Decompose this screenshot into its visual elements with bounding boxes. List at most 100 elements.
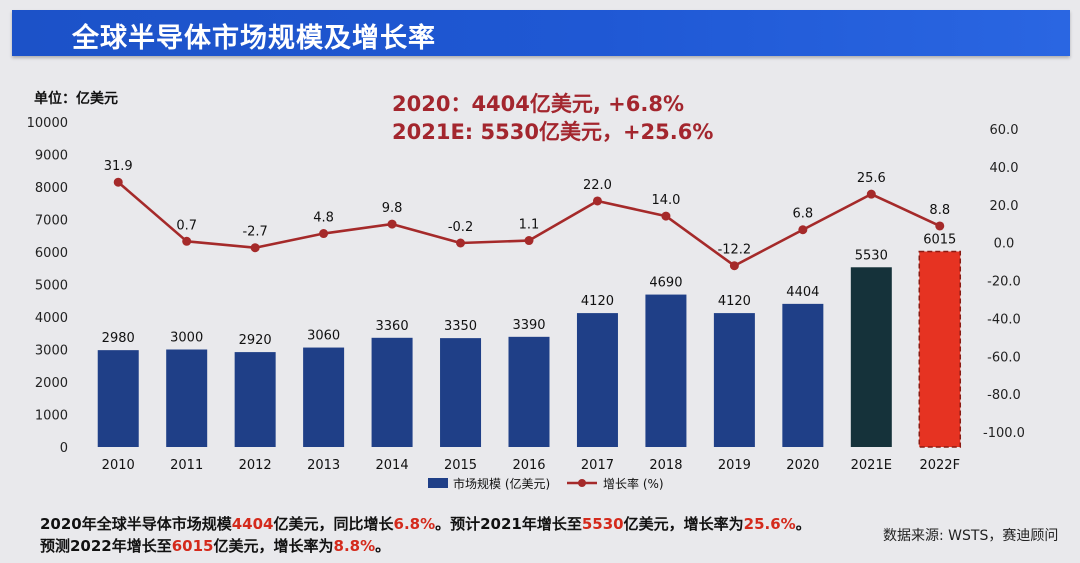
right-axis-tick: -20.0 (987, 275, 1021, 290)
left-axis-tick: 7000 (35, 214, 68, 229)
x-axis-label: 2022F (919, 458, 960, 473)
footer-text: 亿美元，增长率为 (623, 515, 744, 533)
growth-value-label: 31.9 (104, 159, 133, 174)
left-axis-tick: 5000 (35, 279, 68, 294)
bar-value-label: 4120 (581, 294, 614, 309)
bar-value-label: 5530 (855, 248, 888, 263)
bar-value-labels: 2980 3000 2920 3060 3360 3350 3390 4120 4690 4120… (102, 233, 957, 349)
footer-value: 25.6% (743, 515, 796, 533)
x-axis-label: 2021E (851, 458, 892, 473)
right-axis-tick: -100.0 (983, 426, 1025, 441)
right-axis-ticks: 60.0 40.0 20.0 0.0 -20.0 -40.0 -60.0 -80.0 -100.… (983, 123, 1025, 441)
growth-value-label: 25.6 (857, 171, 886, 186)
left-axis-tick: 1000 (35, 409, 68, 424)
right-axis-tick: -40.0 (987, 312, 1021, 327)
bar-value-label: 6015 (923, 233, 956, 248)
growth-point-2013 (319, 229, 329, 239)
growth-value-label: 0.7 (176, 218, 197, 233)
bar-2017 (576, 313, 618, 447)
highlight-line-2020: 2020：4404亿美元, +6.8% (392, 92, 685, 116)
growth-value-label: 14.0 (651, 193, 680, 208)
bar-value-label: 3390 (512, 318, 545, 333)
left-axis-tick: 2000 (35, 376, 68, 391)
growth-point-2020 (798, 225, 808, 235)
bar-value-label: 3000 (170, 331, 203, 346)
footer-value: 5530 (581, 515, 624, 533)
left-axis-tick: 8000 (35, 181, 68, 196)
footer-value: 6.8% (393, 515, 436, 533)
left-axis-tick: 0 (60, 441, 68, 456)
x-axis-labels: 2010 2011 2012 2013 2014 2015 2016 2017 2018 2019… (102, 458, 960, 473)
footer-text: 2020年全球半导体市场规模 (40, 515, 232, 533)
footer-summary: 2020年全球半导体市场规模4404亿美元，同比增长6.8%。预计2021年增长… (40, 513, 811, 557)
bar-2012 (234, 352, 276, 447)
growth-point-2022F (935, 221, 945, 231)
growth-point-2014 (387, 219, 397, 229)
growth-point-2021E (866, 189, 876, 199)
footer-line-1: 2020年全球半导体市场规模4404亿美元，同比增长6.8%。预计2021年增长… (40, 513, 811, 535)
bar-value-label: 2920 (239, 333, 272, 348)
growth-point-2011 (182, 236, 192, 246)
bar-value-label: 4404 (786, 285, 819, 300)
bar-2022F (918, 250, 962, 448)
footer-text: 。 (795, 515, 811, 533)
x-axis-label: 2010 (102, 458, 135, 473)
footer-text: 预测2022年增长至 (40, 537, 172, 555)
bar-2013 (303, 347, 345, 447)
growth-value-label: 22.0 (583, 178, 612, 193)
legend: 市场规模 (亿美元) 增长率 (%) (428, 476, 664, 491)
bar-2018 (645, 294, 687, 447)
growth-value-label: -0.2 (448, 220, 473, 235)
footer-text: 亿美元，同比增长 (273, 515, 394, 533)
growth-point-2017 (592, 196, 602, 206)
left-axis-tick: 4000 (35, 311, 68, 326)
x-axis-label: 2012 (239, 458, 272, 473)
left-axis-tick: 6000 (35, 246, 68, 261)
bar-series (97, 250, 962, 448)
x-axis-label: 2014 (376, 458, 409, 473)
x-axis-label: 2013 (307, 458, 340, 473)
footer-text: 。预计2021年增长至 (435, 515, 582, 533)
x-axis-label: 2016 (512, 458, 545, 473)
title-banner: 全球半导体市场规模及增长率 (12, 10, 1070, 56)
growth-value-label: 4.8 (313, 211, 334, 226)
growth-point-2010 (113, 177, 123, 187)
bar-2016 (508, 336, 550, 447)
x-axis-label: 2019 (718, 458, 751, 473)
growth-point-2016 (524, 236, 534, 246)
page-title: 全球半导体市场规模及增长率 (72, 23, 436, 54)
bar-2011 (166, 349, 208, 447)
bar-2019 (713, 313, 755, 447)
legend-line-label: 增长率 (%) (603, 476, 664, 491)
right-axis-tick: 40.0 (990, 161, 1019, 176)
bar-value-label: 3060 (307, 329, 340, 344)
bar-2015 (440, 338, 482, 447)
right-axis-tick: -80.0 (987, 388, 1021, 403)
right-axis-tick: -60.0 (987, 350, 1021, 365)
growth-point-2018 (661, 211, 671, 221)
bar-value-label: 4690 (649, 276, 682, 291)
bar-2020 (782, 303, 824, 447)
footer-text: 亿美元，增长率为 (213, 537, 334, 555)
legend-line-marker (578, 479, 586, 487)
right-axis-tick: 0.0 (994, 237, 1015, 252)
growth-value-label: -12.2 (718, 243, 752, 258)
right-axis-tick: 20.0 (990, 199, 1019, 214)
bar-2010 (97, 350, 139, 447)
left-axis-ticks: 0 1000 2000 3000 4000 5000 6000 7000 8000 9000 100… (27, 116, 68, 456)
left-axis-tick: 3000 (35, 344, 68, 359)
footer-text: 。 (375, 537, 391, 555)
bar-2021E (850, 267, 892, 447)
x-axis-label: 2018 (649, 458, 682, 473)
bar-value-label: 3350 (444, 319, 477, 334)
x-axis-label: 2017 (581, 458, 614, 473)
right-axis-tick: 60.0 (990, 123, 1019, 138)
data-source: 数据来源: WSTS，赛迪顾问 (883, 528, 1059, 544)
footer-line-2: 预测2022年增长至6015亿美元，增长率为8.8%。 (40, 535, 811, 557)
bar-value-label: 2980 (102, 331, 135, 346)
highlight-line-2021: 2021E: 5530亿美元，+25.6% (392, 120, 714, 144)
legend-bar-swatch (428, 478, 448, 488)
footer-value: 8.8% (333, 537, 376, 555)
legend-bar-label: 市场规模 (亿美元) (453, 476, 550, 491)
